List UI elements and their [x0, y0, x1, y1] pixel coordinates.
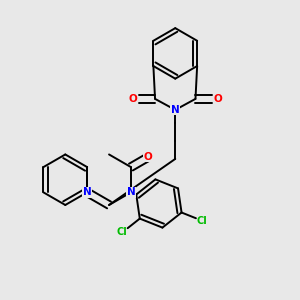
Text: Cl: Cl	[117, 227, 128, 237]
Text: N: N	[83, 188, 92, 197]
Text: O: O	[213, 94, 222, 104]
Text: O: O	[143, 152, 152, 161]
Text: N: N	[171, 105, 180, 115]
Text: O: O	[129, 94, 137, 104]
Text: N: N	[127, 188, 135, 197]
Text: Cl: Cl	[197, 216, 208, 226]
